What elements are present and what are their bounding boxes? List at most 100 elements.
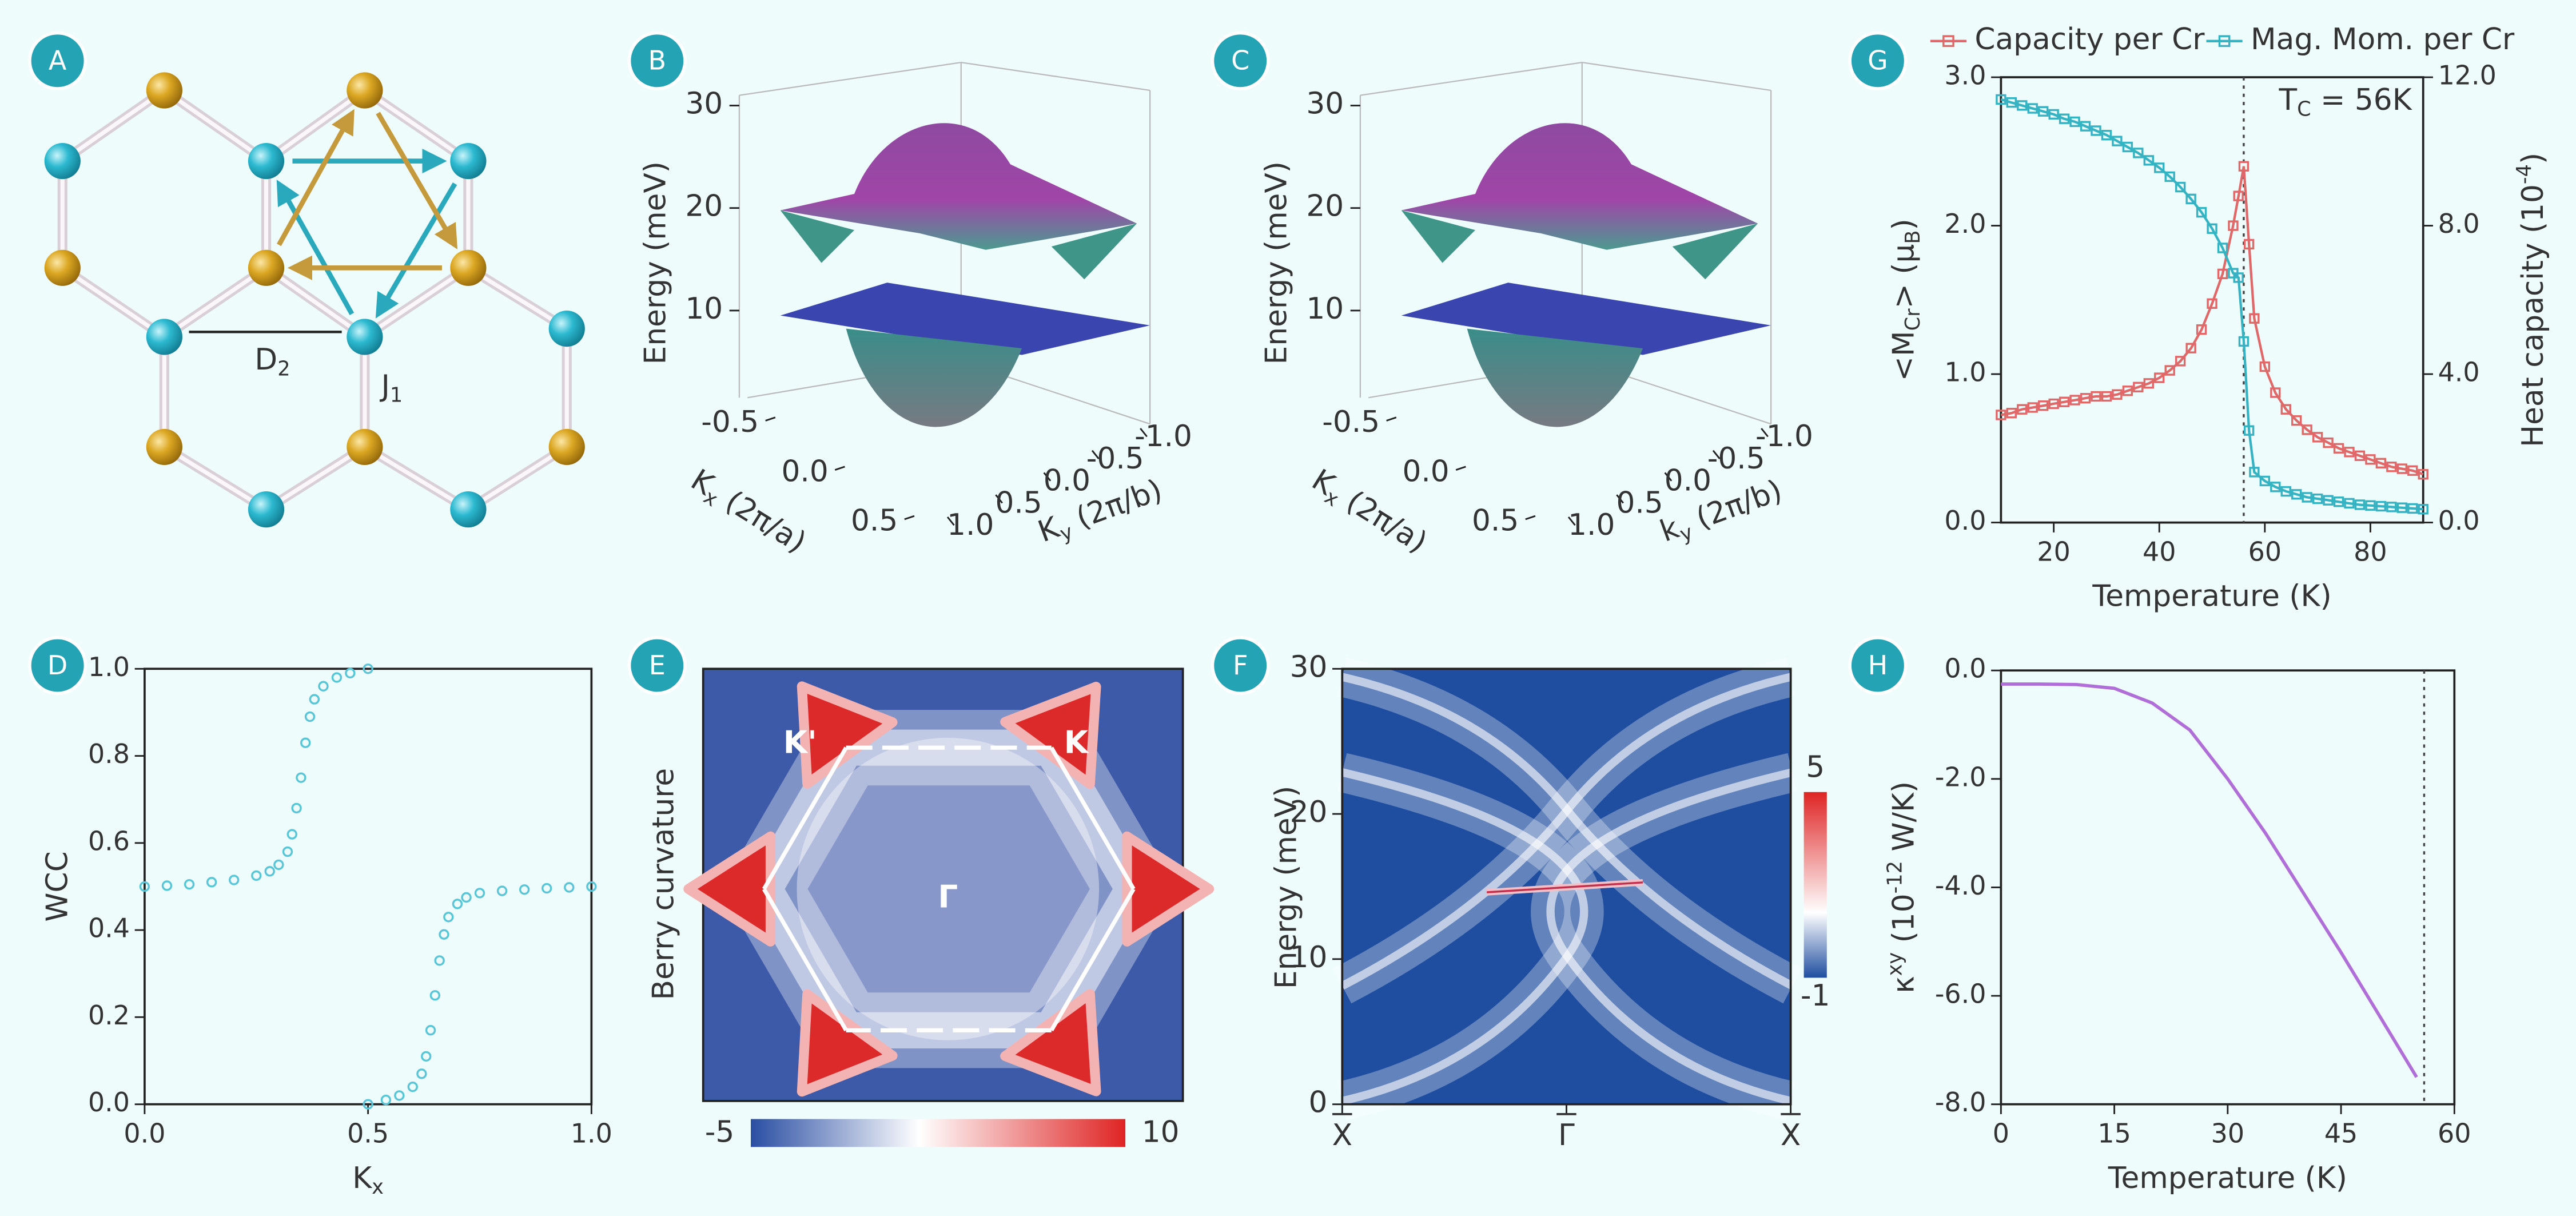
series-marker bbox=[2080, 121, 2091, 132]
series-marker bbox=[2233, 272, 2244, 283]
colorbar-tick-label: 10 bbox=[1142, 1115, 1180, 1149]
x-tick-label: X bbox=[1332, 1118, 1352, 1153]
data-point bbox=[443, 912, 454, 923]
cr-atom bbox=[347, 319, 383, 355]
x-tick-label: 45 bbox=[2324, 1118, 2358, 1149]
data-point bbox=[474, 888, 485, 899]
series-marker bbox=[2312, 493, 2323, 504]
y-axis-label: <MCr> (μB) bbox=[1887, 218, 1925, 381]
series-marker bbox=[2375, 500, 2387, 512]
data-point bbox=[421, 1051, 432, 1062]
kx-tick bbox=[904, 515, 915, 520]
label-part: ) bbox=[1887, 218, 1921, 230]
bond bbox=[363, 89, 469, 163]
cr-atom bbox=[347, 72, 383, 109]
y-tick-label: 1.0 bbox=[88, 651, 130, 682]
y-tick-label: 2.0 bbox=[1944, 208, 1986, 239]
band-surface bbox=[780, 123, 1137, 250]
x-tick-label: Γ bbox=[1558, 1118, 1575, 1153]
label-part: (2π/a) bbox=[1332, 479, 1433, 560]
ky-tick-label: -1.0 bbox=[1134, 419, 1192, 454]
band-surface bbox=[780, 210, 1137, 280]
y-axis-label: κxy (10-12 W/K) bbox=[1884, 781, 1921, 994]
data-point bbox=[286, 829, 297, 840]
series-marker bbox=[2133, 148, 2144, 158]
x-tick-label: 1.0 bbox=[571, 1118, 612, 1149]
series-marker bbox=[2396, 502, 2408, 513]
data-point bbox=[291, 802, 302, 814]
plot-frame bbox=[2000, 76, 2424, 524]
cr-atom bbox=[146, 72, 182, 109]
ky-tick-label: 0.0 bbox=[1044, 464, 1090, 498]
ky-tick bbox=[946, 516, 955, 526]
kx-tick bbox=[1455, 466, 1466, 471]
series-marker bbox=[2185, 193, 2196, 205]
series-marker bbox=[2418, 504, 2428, 515]
x-tick-label: 15 bbox=[2097, 1118, 2131, 1149]
panel-label: E bbox=[649, 650, 666, 681]
curvature-hotspot bbox=[797, 681, 898, 789]
hopping-arrow bbox=[375, 182, 457, 319]
x-tick-label: 60 bbox=[2438, 1118, 2471, 1149]
cr-atom bbox=[248, 249, 285, 286]
curvature-hotspot bbox=[1000, 989, 1101, 1096]
y-tick-label: 10 bbox=[1290, 940, 1328, 975]
series-marker bbox=[2249, 313, 2260, 324]
series-marker bbox=[2243, 425, 2255, 436]
label-part: C bbox=[2297, 97, 2311, 121]
data-point bbox=[161, 880, 173, 891]
series-marker bbox=[2302, 492, 2312, 503]
cr-atom bbox=[548, 310, 585, 347]
data-point bbox=[206, 877, 217, 888]
y2-tick-label: 0.0 bbox=[2438, 505, 2480, 536]
kx-tick bbox=[765, 416, 776, 422]
z-axis-label: Energy (meV) bbox=[638, 161, 672, 364]
z-tick-label: 30 bbox=[685, 87, 723, 121]
series-marker bbox=[2365, 500, 2376, 511]
label-part: D bbox=[254, 343, 277, 377]
ky-tick bbox=[1091, 450, 1100, 459]
data-point bbox=[452, 899, 463, 909]
x-axis-label: Temperature (K) bbox=[2108, 1161, 2347, 1195]
annotation: TC = 56K bbox=[2279, 83, 2412, 121]
series-marker bbox=[2270, 387, 2281, 398]
series-marker bbox=[2344, 498, 2355, 509]
y-tick-label: 20 bbox=[1290, 795, 1328, 829]
bond bbox=[364, 445, 469, 511]
band-surface bbox=[1401, 210, 1758, 280]
ky-tick-label: 0.0 bbox=[1665, 464, 1711, 498]
bulk-band bbox=[1341, 768, 1588, 1105]
box-edge bbox=[739, 62, 961, 96]
series-marker bbox=[1996, 94, 2006, 105]
series-marker bbox=[2333, 443, 2344, 454]
series-marker bbox=[2154, 162, 2165, 173]
kx-tick-label: 0.5 bbox=[1472, 504, 1519, 538]
y-tick-label: -4.0 bbox=[1935, 870, 1986, 901]
panel-badge bbox=[1211, 31, 1270, 91]
y-tick-label: -6.0 bbox=[1935, 979, 1986, 1010]
cr-atom bbox=[450, 491, 487, 528]
label-part: -12 bbox=[1884, 861, 1907, 893]
kx-tick-label: 0.0 bbox=[781, 454, 828, 488]
colorbar bbox=[1803, 792, 1827, 978]
series-marker bbox=[2396, 463, 2408, 474]
cr-atom bbox=[146, 428, 182, 466]
series-marker bbox=[2069, 395, 2080, 406]
series-marker bbox=[2243, 239, 2255, 250]
bond bbox=[163, 445, 268, 511]
series-marker bbox=[2323, 437, 2334, 448]
bulk-band bbox=[1546, 768, 1794, 1105]
ky-tick bbox=[1616, 494, 1624, 504]
data-point bbox=[394, 1090, 405, 1101]
cr-atom bbox=[146, 319, 182, 355]
hopping-arrow bbox=[376, 112, 458, 250]
data-point bbox=[139, 881, 150, 892]
k-point-label: Γ bbox=[938, 879, 958, 915]
series-marker bbox=[2312, 432, 2323, 443]
box-edge bbox=[1582, 62, 1771, 92]
series-marker bbox=[2164, 365, 2175, 376]
bond-label: J1 bbox=[380, 369, 403, 407]
data-point bbox=[586, 881, 597, 892]
series-marker bbox=[2091, 125, 2101, 136]
curvature-hotspot bbox=[1122, 831, 1215, 947]
